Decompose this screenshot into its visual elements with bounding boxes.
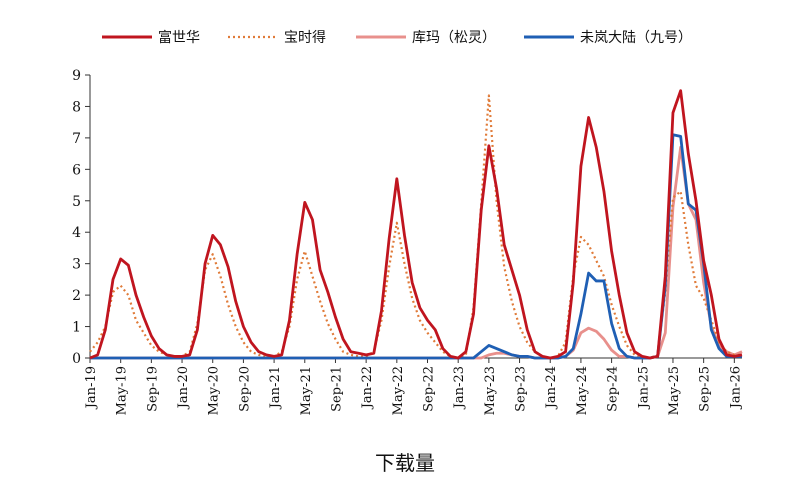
x-tick-label: Jan-26 (728, 366, 743, 410)
x-tick-label: Jan-22 (360, 366, 375, 410)
x-tick-label: May-24 (575, 366, 590, 415)
series-line-2 (90, 145, 743, 360)
y-tick-label: 7 (72, 131, 81, 147)
y-tick-label: 0 (72, 351, 81, 367)
y-tick-label: 3 (72, 257, 81, 273)
y-tick-label: 9 (72, 68, 81, 84)
y-tick-label: 5 (72, 194, 81, 210)
legend-label-3: 未岚大陆（九号） (580, 30, 692, 46)
x-tick-label: Jan-20 (176, 366, 191, 410)
axes: 0 1 2 3 4 5 6 7 8 9 Jan-19 May-19 Sep-19 Jan-20 May-20… (72, 68, 743, 415)
y-tick-label: 1 (72, 320, 81, 336)
series-line-3 (90, 133, 742, 360)
series-line-1 (89, 94, 742, 360)
x-tick-label: Jan-21 (268, 366, 283, 410)
x-tick-label: Jan-23 (452, 366, 467, 410)
legend: 富世华 宝时得 库玛（松灵） 未岚大陆（九号） (102, 29, 692, 46)
x-tick-label: May-20 (207, 366, 222, 415)
x-axis-title: 下载量 (375, 451, 435, 475)
x-tick-label: May-23 (483, 366, 498, 415)
x-tick-label: Sep-24 (606, 366, 621, 412)
x-tick-label: May-19 (115, 366, 130, 415)
y-tick-label: 6 (72, 162, 81, 178)
legend-label-2: 库玛（松灵） (412, 30, 496, 46)
x-tick-label: Jan-24 (544, 366, 559, 410)
series-layer (89, 89, 743, 360)
x-tick-label: May-25 (667, 366, 682, 415)
x-tick-label: May-21 (299, 366, 314, 415)
series-line-0 (89, 89, 743, 360)
x-tick-label: Sep-20 (237, 366, 252, 412)
x-tick-label: Jan-25 (636, 366, 651, 410)
x-tick-label: Sep-22 (422, 366, 437, 412)
x-tick-label: Sep-25 (698, 366, 713, 412)
x-tick-label: May-22 (391, 366, 406, 415)
x-tick-label: Sep-23 (514, 366, 529, 412)
legend-label-1: 宝时得 (284, 29, 326, 46)
y-tick-label: 4 (72, 225, 81, 241)
x-tick-label: Jan-19 (84, 366, 99, 410)
x-tick-label: Sep-19 (145, 366, 160, 412)
legend-label-0: 富世华 (158, 29, 200, 46)
y-tick-label: 2 (72, 288, 81, 304)
x-tick-label: Sep-21 (329, 366, 344, 412)
y-tick-label: 8 (72, 99, 81, 115)
